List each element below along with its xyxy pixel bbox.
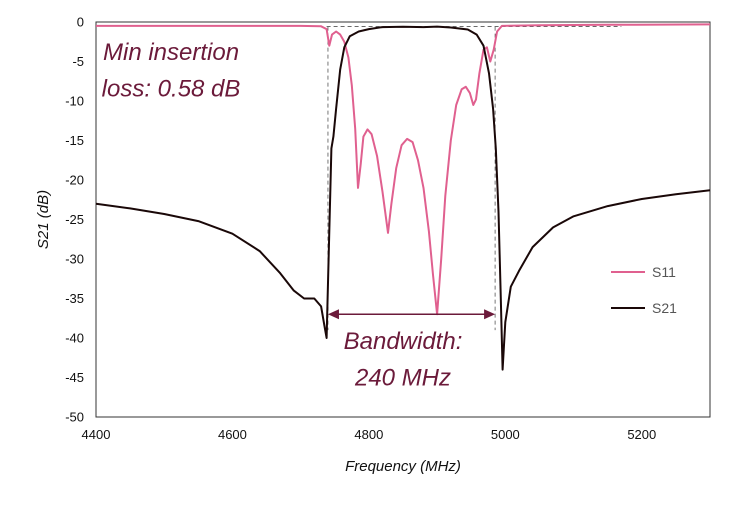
- y-tick-label: -15: [65, 133, 84, 148]
- y-tick-label: -25: [65, 212, 84, 227]
- bandwidth-arrow-head-right: [484, 309, 496, 320]
- y-tick-label: -50: [65, 410, 84, 425]
- x-tick-label: 4400: [82, 427, 111, 442]
- x-tick-label: 4800: [354, 427, 383, 442]
- annotation-text-1-0: Bandwidth:: [344, 328, 463, 355]
- x-tick-label: 5000: [491, 427, 520, 442]
- y-tick-label: -20: [65, 173, 84, 188]
- legend-label-s21: S21: [652, 300, 677, 316]
- y-tick-label: -40: [65, 331, 84, 346]
- bandwidth-arrow-head-left: [327, 309, 339, 320]
- y-tick-labels: 0 -5 -10 -15 -20 -25 -30 -35 -40 -45 -50: [65, 15, 84, 425]
- x-tick-labels: 4400 4600 4800 5000 5200: [82, 427, 657, 442]
- y-tick-label: -45: [65, 370, 84, 385]
- y-tick-label: 0: [77, 15, 84, 30]
- plot-frame: [95, 21, 711, 418]
- x-tick-label: 5200: [627, 427, 656, 442]
- x-axis-title: Frequency (MHz): [345, 458, 461, 475]
- annotation-text-0-1: loss: 0.58 dB: [102, 75, 241, 102]
- annotation-text-0-0: Min insertion: [103, 39, 239, 66]
- legend: S11 S21: [611, 264, 677, 316]
- y-axis-title: S21 (dB): [35, 190, 52, 249]
- y-tick-label: -10: [65, 94, 84, 109]
- series-layer: [95, 23, 711, 371]
- series-line-s11: [96, 23, 711, 316]
- y-tick-label: -30: [65, 252, 84, 267]
- legend-label-s11: S11: [652, 264, 676, 280]
- y-tick-label: -35: [65, 291, 84, 306]
- series-line-s21: [95, 25, 711, 371]
- x-tick-label: 4600: [218, 427, 247, 442]
- plot-area: [95, 21, 711, 418]
- bandwidth-arrow: [327, 309, 496, 320]
- annotation-text-1-1: 240 MHz: [354, 365, 451, 392]
- guide-lines: [326, 26, 622, 331]
- y-tick-label: -5: [72, 54, 84, 69]
- annotations: Min insertion loss: 0.58 dB Bandwidth: 240 …: [102, 39, 463, 391]
